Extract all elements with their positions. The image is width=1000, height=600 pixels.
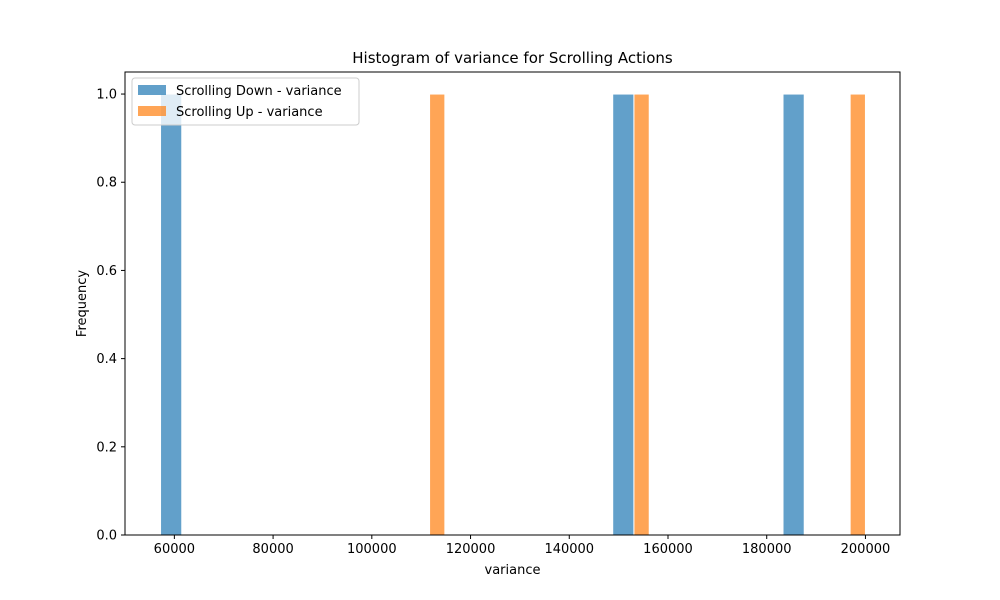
chart-title: Histogram of variance for Scrolling Acti… xyxy=(352,49,673,67)
x-tick-label: 160000 xyxy=(643,542,693,557)
legend-swatch-scrolling-up xyxy=(138,106,166,116)
legend-label-scrolling-down: Scrolling Down - variance xyxy=(176,84,342,99)
y-tick-label: 0.4 xyxy=(96,352,117,367)
histogram-bar-series-0-bin-2 xyxy=(782,93,805,536)
x-tick-label: 200000 xyxy=(841,542,891,557)
x-axis-label: variance xyxy=(485,563,541,578)
y-tick-label: 0.0 xyxy=(96,529,117,544)
histogram-bar-series-1-bin-1 xyxy=(633,93,650,536)
histogram-bar-series-1-bin-2 xyxy=(849,93,866,536)
x-tick-label: 140000 xyxy=(544,542,594,557)
bars-layer xyxy=(160,93,866,536)
y-tick-label: 0.6 xyxy=(96,264,117,279)
legend-label-scrolling-up: Scrolling Up - variance xyxy=(176,105,323,120)
y-axis-label: Frequency xyxy=(75,270,90,337)
x-tick-label: 80000 xyxy=(252,542,293,557)
y-tick-label: 0.2 xyxy=(96,440,117,455)
x-tick-label: 100000 xyxy=(347,542,397,557)
x-tick-label: 180000 xyxy=(742,542,792,557)
legend-box xyxy=(131,77,360,126)
y-axis-ticks: 0.0 0.2 0.4 0.6 0.8 1.0 xyxy=(96,88,125,544)
x-axis-ticks: 60000 80000 100000 120000 140000 160000 180000… xyxy=(154,535,891,557)
histogram-bar-series-0-bin-1 xyxy=(612,93,635,536)
legend: Scrolling Down - variance Scrolling Up -… xyxy=(131,77,360,126)
y-tick-label: 0.8 xyxy=(96,176,117,191)
legend-swatch-scrolling-down xyxy=(138,85,166,95)
x-tick-label: 60000 xyxy=(154,542,195,557)
histogram-bar-series-0-bin-0 xyxy=(160,93,183,536)
y-tick-label: 1.0 xyxy=(96,88,117,103)
plot-area-frame xyxy=(124,71,901,536)
histogram-bar-series-1-bin-0 xyxy=(429,93,446,536)
x-tick-label: 120000 xyxy=(446,542,496,557)
